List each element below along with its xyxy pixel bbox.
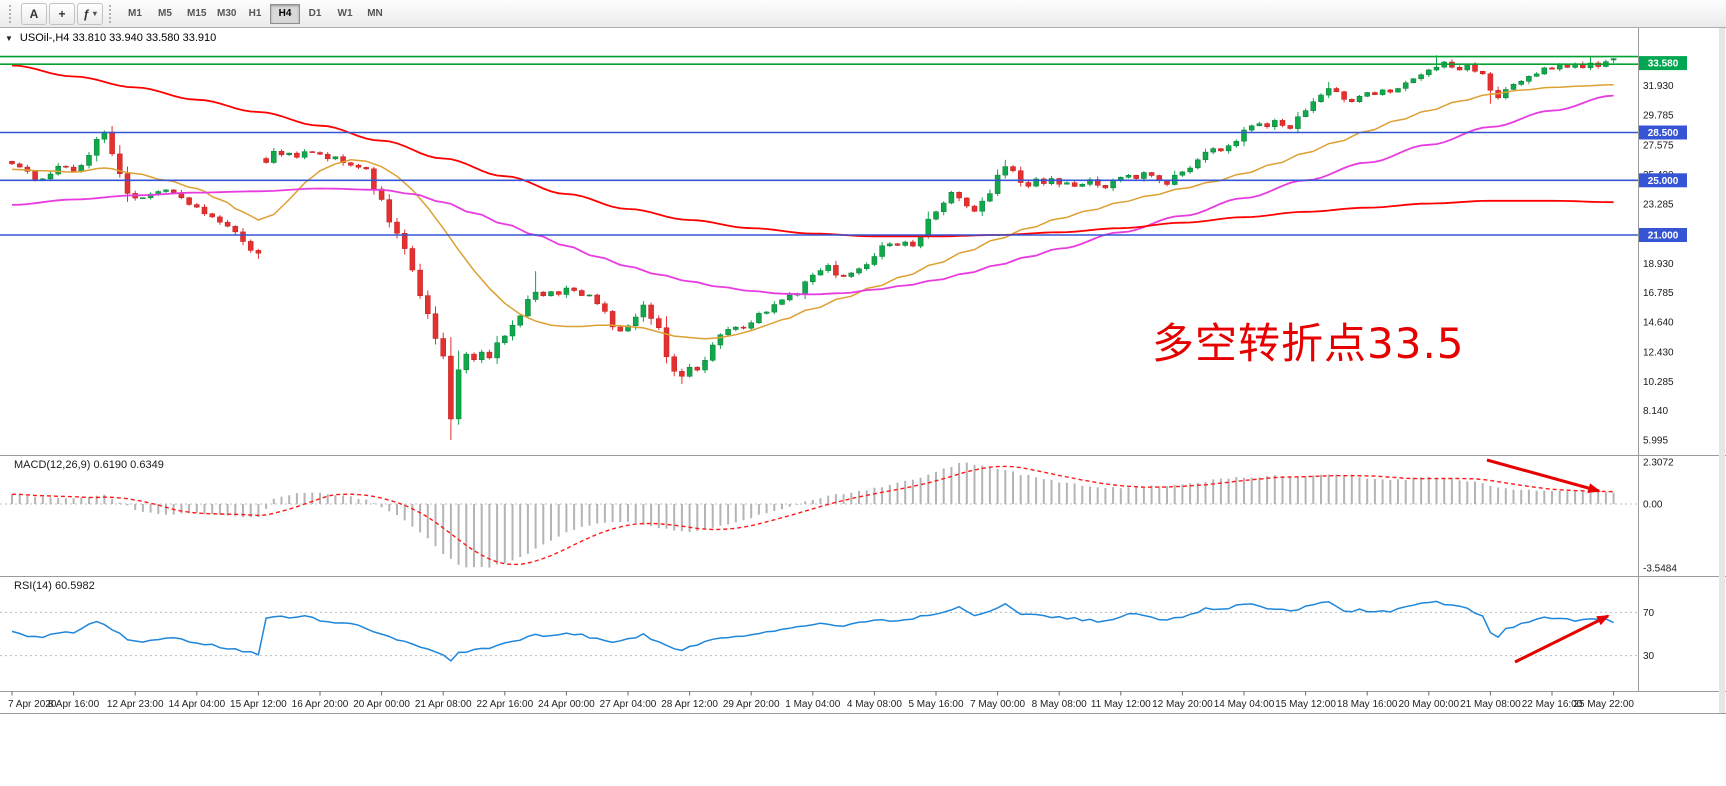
svg-text:28 Apr 12:00: 28 Apr 12:00 — [661, 699, 718, 710]
timeframe-h1[interactable]: H1 — [240, 4, 270, 24]
chevron-down-icon: ▾ — [92, 9, 97, 18]
svg-text:27 Apr 04:00: 27 Apr 04:00 — [600, 699, 657, 710]
toolbar-grip2[interactable] — [109, 4, 115, 23]
timeframe-m1[interactable]: M1 — [120, 4, 150, 24]
svg-text:14.640: 14.640 — [1643, 317, 1674, 328]
svg-text:25.000: 25.000 — [1648, 176, 1679, 187]
svg-text:2.3072: 2.3072 — [1643, 458, 1674, 469]
svg-text:16 Apr 20:00: 16 Apr 20:00 — [292, 699, 349, 710]
timeframe-mn[interactable]: MN — [360, 4, 390, 24]
timeframe-w1[interactable]: W1 — [330, 4, 360, 24]
svg-text:15 Apr 12:00: 15 Apr 12:00 — [230, 699, 287, 710]
svg-text:8.140: 8.140 — [1643, 406, 1668, 417]
svg-text:30: 30 — [1643, 651, 1655, 662]
svg-text:22 May 16:00: 22 May 16:00 — [1522, 699, 1583, 710]
timeframe-group: M1 M5 M15 M30 H1 H4 D1 W1 MN — [120, 3, 390, 24]
indicators-button[interactable]: ƒ ▾ — [77, 2, 103, 25]
timeframe-d1[interactable]: D1 — [300, 4, 330, 24]
macd-label: MACD(12,26,9) 0.6190 0.6349 — [14, 459, 164, 471]
svg-text:5 May 16:00: 5 May 16:00 — [908, 699, 963, 710]
rsi-label: RSI(14) 60.5982 — [14, 580, 95, 592]
svg-text:10.285: 10.285 — [1643, 377, 1674, 388]
price-axis[interactable]: 31.93029.78527.57525.43023.28518.93016.7… — [1639, 56, 1687, 447]
rsi-trend-arrow[interactable] — [1514, 614, 1610, 664]
svg-text:14 Apr 04:00: 14 Apr 04:00 — [168, 699, 225, 710]
svg-text:18 May 16:00: 18 May 16:00 — [1337, 699, 1398, 710]
svg-text:21 May 08:00: 21 May 08:00 — [1460, 699, 1521, 710]
svg-text:29 Apr 20:00: 29 Apr 20:00 — [723, 699, 780, 710]
horizontal-lines — [0, 55, 1638, 236]
toolbar-grip[interactable] — [9, 4, 15, 23]
chart-scrollbar[interactable] — [1719, 28, 1725, 713]
svg-text:5.995: 5.995 — [1643, 436, 1668, 447]
moving-averages — [11, 64, 1614, 340]
annotation-arrows[interactable] — [1486, 458, 1610, 664]
svg-text:4 May 08:00: 4 May 08:00 — [847, 699, 902, 710]
svg-text:16.785: 16.785 — [1643, 288, 1674, 299]
crosshair-button[interactable]: + — [49, 2, 75, 25]
timeframe-m30[interactable]: M30 — [210, 4, 240, 24]
text-tool-button[interactable]: A — [21, 2, 47, 25]
svg-text:70: 70 — [1643, 608, 1655, 619]
svg-text:33.580: 33.580 — [1648, 59, 1679, 70]
svg-text:24 Apr 00:00: 24 Apr 00:00 — [538, 699, 595, 710]
svg-text:22 Apr 16:00: 22 Apr 16:00 — [476, 699, 533, 710]
svg-text:14 May 04:00: 14 May 04:00 — [1214, 699, 1275, 710]
svg-text:25 May 22:00: 25 May 22:00 — [1573, 699, 1634, 710]
timeframe-m15[interactable]: M15 — [180, 4, 210, 24]
svg-text:18.930: 18.930 — [1643, 259, 1674, 270]
svg-text:20 May 00:00: 20 May 00:00 — [1398, 699, 1459, 710]
macd-trend-arrow[interactable] — [1486, 458, 1601, 493]
svg-text:8 Apr 16:00: 8 Apr 16:00 — [48, 699, 100, 710]
toolbar: A + ƒ ▾ M1 M5 M15 M30 H1 H4 D1 W1 MN — [0, 0, 1726, 28]
svg-text:11 May 12:00: 11 May 12:00 — [1091, 699, 1151, 710]
svg-text:21 Apr 08:00: 21 Apr 08:00 — [415, 699, 472, 710]
timeframe-h4[interactable]: H4 — [270, 3, 300, 24]
rsi-panel: 70 30 — [0, 600, 1655, 662]
panel-separators — [0, 28, 1726, 714]
svg-text:21.000: 21.000 — [1648, 231, 1679, 242]
svg-text:20 Apr 00:00: 20 Apr 00:00 — [353, 699, 410, 710]
svg-text:0.00: 0.00 — [1643, 500, 1663, 511]
svg-text:23.285: 23.285 — [1643, 199, 1674, 210]
collapse-icon[interactable]: ▼ — [5, 33, 13, 43]
svg-text:31.930: 31.930 — [1643, 81, 1674, 92]
svg-text:28.500: 28.500 — [1648, 128, 1679, 139]
svg-text:29.785: 29.785 — [1643, 110, 1674, 121]
timeframe-m5[interactable]: M5 — [150, 4, 180, 24]
svg-text:12.430: 12.430 — [1643, 348, 1674, 359]
svg-text:-3.5484: -3.5484 — [1643, 564, 1677, 575]
svg-text:12 Apr 23:00: 12 Apr 23:00 — [107, 699, 164, 710]
svg-text:7 May 00:00: 7 May 00:00 — [970, 699, 1025, 710]
svg-text:8 May 08:00: 8 May 08:00 — [1032, 699, 1087, 710]
svg-text:7 Apr 2020: 7 Apr 2020 — [8, 699, 57, 710]
chart-header: ▼ USOil-,H4 33.810 33.940 33.580 33.910 — [5, 32, 216, 44]
macd-panel: 2.3072 0.00 -3.5484 — [0, 458, 1677, 575]
symbol-ohlc-label: USOil-,H4 33.810 33.940 33.580 33.910 — [19, 32, 217, 44]
svg-text:1 May 04:00: 1 May 04:00 — [785, 699, 840, 710]
candlestick-series — [9, 55, 1617, 440]
indicators-icon: ƒ — [83, 6, 90, 21]
annotation-text[interactable]: 多空转折点33.5 — [1152, 319, 1465, 368]
svg-text:15 May 12:00: 15 May 12:00 — [1275, 699, 1336, 710]
svg-text:27.575: 27.575 — [1643, 141, 1674, 152]
svg-text:12 May 20:00: 12 May 20:00 — [1152, 699, 1213, 710]
